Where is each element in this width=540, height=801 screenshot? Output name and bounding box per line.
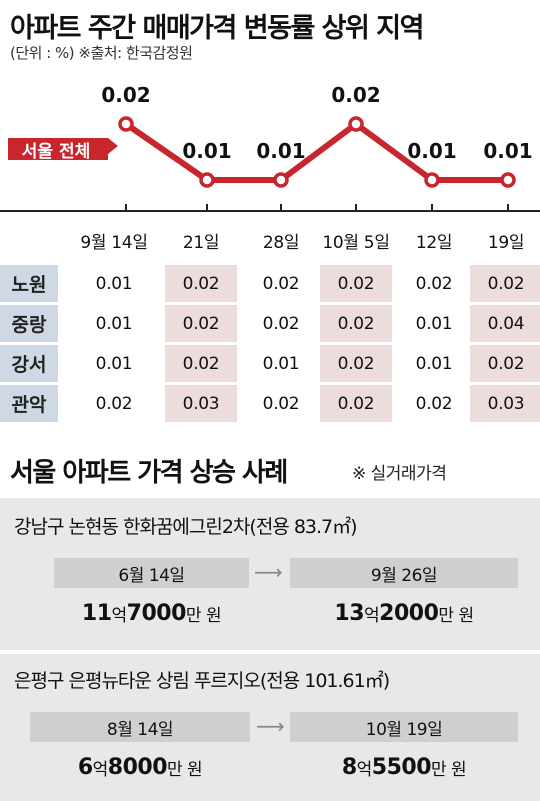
table-cell: 0.03 [470, 385, 540, 422]
data-point [500, 172, 516, 188]
data-point [273, 172, 289, 188]
section-note: ※ 실거래가격 [352, 464, 447, 484]
data-point [424, 172, 440, 188]
row-label: 노원 [0, 265, 58, 302]
table-cell: 0.02 [320, 385, 392, 422]
x-tick-label: 12일 [415, 232, 453, 253]
chart-title: 아파트 주간 매매가격 변동률 상위 지역 [10, 13, 424, 44]
series-line [124, 121, 508, 183]
case-card: 강남구 논현동 한화꿈에그린2차(전용 83.7㎡) 6월 14일 ⟶ 9월 2… [0, 498, 540, 650]
chart-subtitle: (단위 : %) ※출처: 한국감정원 [10, 44, 193, 62]
table-cell: 0.02 [415, 273, 453, 294]
line-chart: 0.02 0.01 0.01 0.02 0.01 0.01 서울 전체 [0, 83, 540, 212]
row-label: 강서 [0, 345, 58, 382]
data-label: 0.02 [331, 83, 380, 107]
x-tick-label: 10월 5일 [322, 232, 390, 253]
to-price: 13 억 2000 만 원 [334, 600, 474, 626]
table-cell: 0.02 [320, 265, 392, 302]
table-cell: 0.02 [165, 345, 237, 382]
table-cell: 0.02 [165, 265, 237, 302]
table-cell: 0.02 [415, 393, 453, 414]
to-date: 9월 26일 [290, 558, 518, 588]
data-point [118, 116, 134, 132]
table-cell: 0.03 [165, 385, 237, 422]
arrow-right-icon: ⟶ [254, 560, 283, 584]
table-cell: 0.01 [415, 313, 453, 334]
table-cell: 0.02 [470, 345, 540, 382]
data-label: 0.01 [407, 139, 456, 163]
from-price: 6 억 8000 만 원 [77, 754, 203, 780]
table-cell: 0.01 [95, 273, 133, 294]
x-tick-label: 21일 [182, 232, 220, 253]
data-label: 0.01 [483, 139, 532, 163]
series-legend: 서울 전체 [8, 138, 118, 162]
table-cell: 0.02 [262, 273, 300, 294]
to-date: 10월 19일 [290, 712, 518, 742]
to-price: 8 억 5500 만 원 [341, 754, 467, 780]
table-cell: 0.02 [95, 393, 133, 414]
table-cell: 0.01 [95, 353, 133, 374]
data-point [348, 116, 364, 132]
arrow-right-icon: ⟶ [256, 714, 285, 738]
table-cell: 0.02 [262, 313, 300, 334]
data-label: 0.02 [101, 83, 150, 107]
from-price: 11 억 7000 만 원 [81, 600, 222, 626]
case-title: 강남구 논현동 한화꿈에그린2차(전용 83.7㎡) [14, 516, 358, 538]
from-date: 8월 14일 [30, 712, 250, 742]
row-label: 관악 [0, 385, 58, 422]
row-label: 중랑 [0, 305, 58, 342]
table-cell: 0.02 [262, 393, 300, 414]
data-label: 0.01 [182, 139, 231, 163]
legend-label: 서울 전체 [22, 142, 90, 162]
from-date: 6월 14일 [54, 558, 249, 588]
data-table: 9월 14일 21일 28일 10월 5일 12일 19일 노원 0.01 0.02 0.02 0.… [0, 215, 540, 435]
table-cell: 0.01 [262, 353, 300, 374]
table-cell: 0.02 [320, 305, 392, 342]
x-tick-label: 19일 [487, 232, 525, 253]
table-cell: 0.01 [415, 353, 453, 374]
case-card: 은평구 은평뉴타운 상림 푸르지오(전용 101.61㎡) 8월 14일 ⟶ 1… [0, 654, 540, 801]
data-label: 0.01 [256, 139, 305, 163]
x-tick-label: 9월 14일 [80, 232, 148, 253]
case-title: 은평구 은평뉴타운 상림 푸르지오(전용 101.61㎡) [14, 670, 390, 692]
table-cell: 0.04 [470, 305, 540, 342]
data-point [199, 172, 215, 188]
table-cell: 0.02 [470, 265, 540, 302]
section-title: 서울 아파트 가격 상승 사례 [10, 458, 288, 488]
table-cell: 0.02 [320, 345, 392, 382]
table-cell: 0.02 [165, 305, 237, 342]
x-tick-label: 28일 [262, 232, 300, 253]
table-cell: 0.01 [95, 313, 133, 334]
